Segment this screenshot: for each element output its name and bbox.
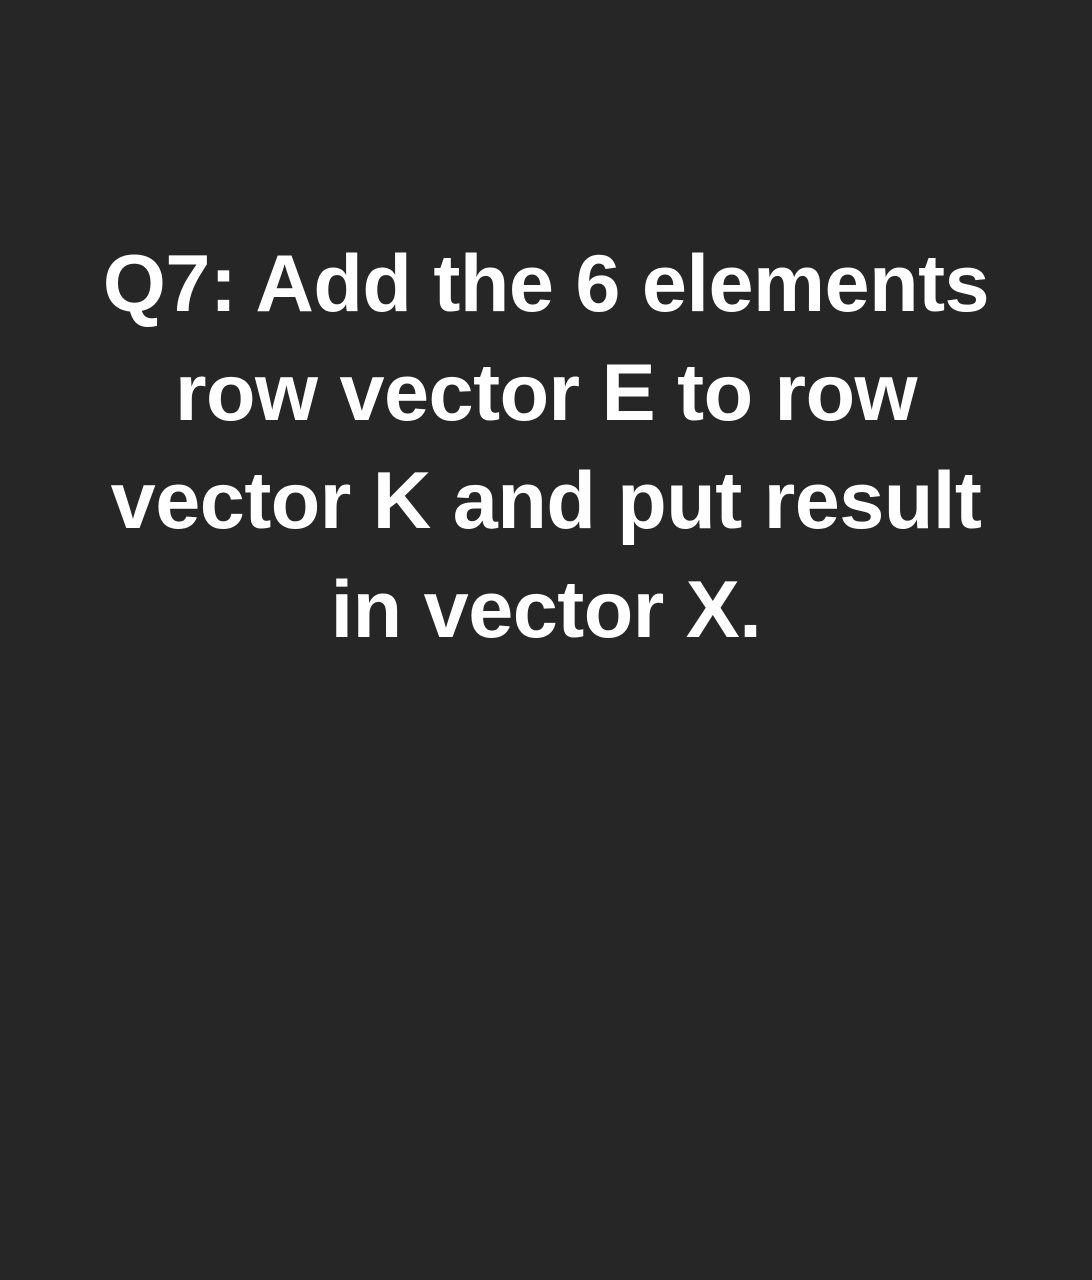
question-container: Q7: Add the 6 elements row vector E to r… <box>66 230 1026 664</box>
question-text: Q7: Add the 6 elements row vector E to r… <box>66 230 1026 664</box>
